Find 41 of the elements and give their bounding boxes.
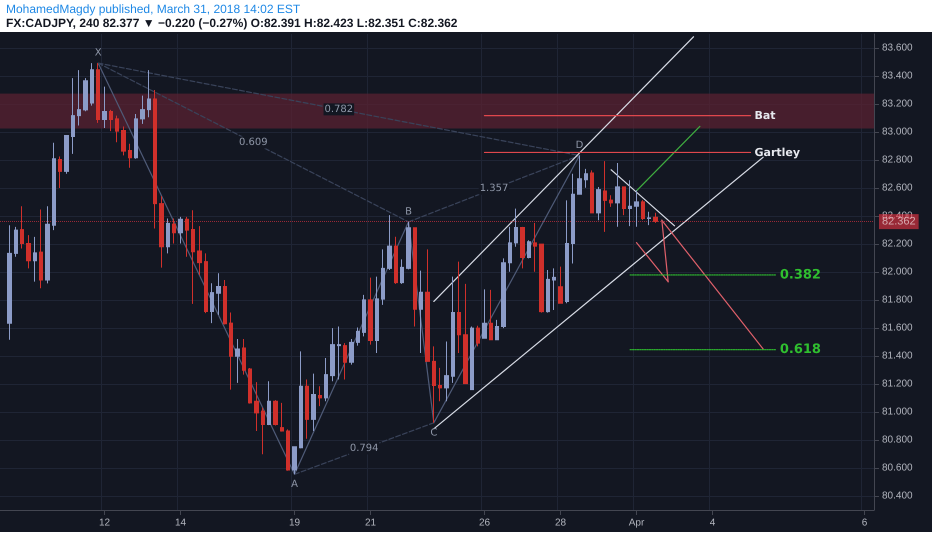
y-tick-label: 81.200 bbox=[882, 378, 914, 390]
x-tick-label: 6 bbox=[862, 518, 868, 528]
y-tick-label: 81.000 bbox=[882, 406, 914, 418]
x-tick-label: 14 bbox=[174, 518, 186, 528]
x-tick-label: 21 bbox=[364, 518, 376, 528]
data-label: A bbox=[291, 478, 298, 490]
y-tick-label: 83.000 bbox=[882, 126, 914, 138]
x-tick-label: 19 bbox=[288, 518, 300, 528]
y-tick-label: 81.600 bbox=[882, 322, 914, 334]
series-label: 0.382 bbox=[780, 267, 821, 282]
data-label: C bbox=[430, 427, 438, 438]
x-tick-label: 12 bbox=[98, 518, 110, 528]
y-tick-label: 80.600 bbox=[882, 462, 914, 474]
y-tick-label: 81.800 bbox=[882, 294, 914, 306]
y-tick-label: 81.400 bbox=[882, 350, 914, 362]
series-label: Bat bbox=[754, 109, 776, 122]
y-tick-label: 82.000 bbox=[882, 266, 914, 278]
chart-title: MohamedMagdy published, March 31, 2018 14:02 EST bbox=[6, 2, 302, 16]
annotation: 0.782 bbox=[324, 104, 354, 115]
data-label: D bbox=[576, 140, 584, 152]
y-tick-label: 83.200 bbox=[882, 98, 914, 110]
x-tick-label: Apr bbox=[628, 518, 645, 528]
series-label: 0.618 bbox=[780, 342, 821, 358]
x-tick-label: 28 bbox=[554, 518, 566, 528]
chart-subtitle: FX:CADJPY, 240 82.377 ▼ −0.220 (−0.27%) O:82.391 H:82.423 L:82.351 C:82.362 bbox=[6, 16, 458, 30]
x-tick-label: 4 bbox=[710, 518, 716, 528]
y-tick-label: 82.200 bbox=[882, 238, 914, 250]
series-label: Gartley bbox=[754, 146, 800, 159]
y-tick-label: 83.400 bbox=[882, 70, 914, 82]
y-tick-label: 80.800 bbox=[882, 434, 914, 446]
data-label: X bbox=[94, 48, 102, 59]
x-tick-label: 26 bbox=[478, 518, 490, 528]
annotation: 0.794 bbox=[350, 443, 378, 454]
y-tick-label: 83.600 bbox=[882, 42, 914, 54]
y-tick-label: 82.800 bbox=[882, 154, 914, 166]
annotation: 0.609 bbox=[239, 137, 268, 148]
annotation: 1.357 bbox=[480, 183, 508, 194]
data-label: B bbox=[405, 206, 412, 218]
y-tick-label: 82.600 bbox=[882, 182, 914, 194]
ref-line-label: 82.362 bbox=[882, 216, 916, 228]
y-tick-label: 80.400 bbox=[882, 490, 914, 502]
